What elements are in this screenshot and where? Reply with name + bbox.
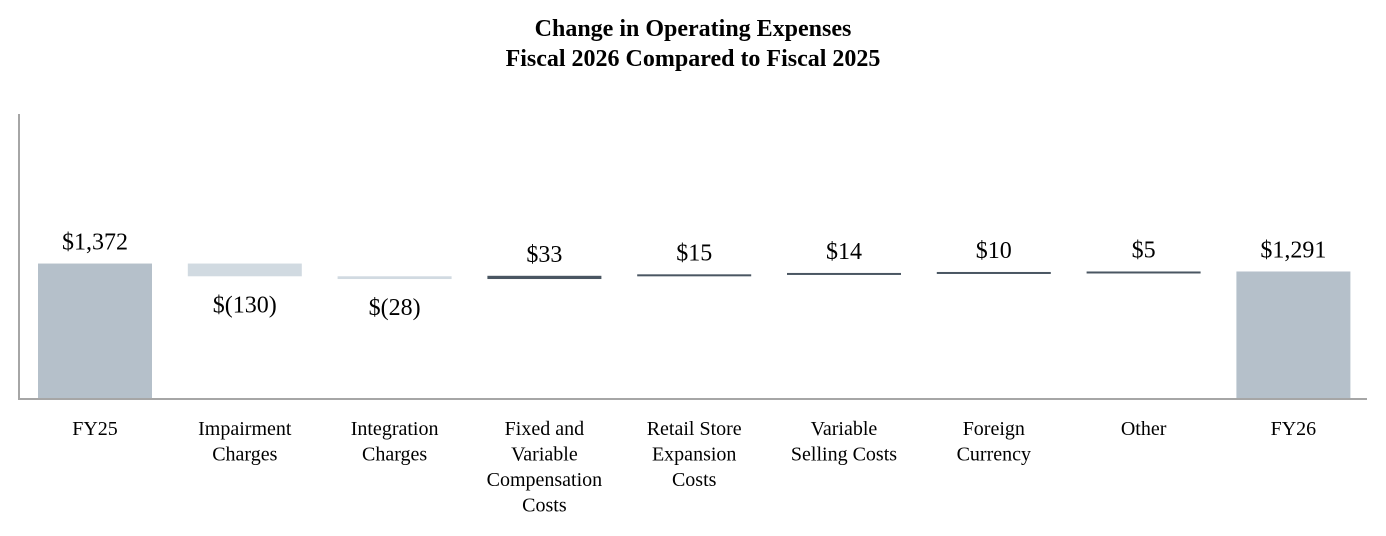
category-label: Fixed and Variable Compensation Costs [487, 418, 603, 517]
category-labels-group: FY25 Impairment Charges Integration Charges F… [72, 418, 1316, 517]
category-label-line: Costs [522, 495, 567, 517]
category-label: Retail Store Expansion Costs [647, 418, 742, 491]
data-label: $(28) [369, 295, 421, 321]
data-label: $15 [676, 240, 712, 266]
data-label: $(130) [213, 292, 277, 318]
category-label-line: Variable [811, 418, 878, 440]
category-label: FY26 [1271, 418, 1317, 440]
category-label: Integration Charges [351, 418, 439, 466]
bars-group [38, 263, 1351, 398]
bar-increase [936, 271, 1051, 274]
category-label-line: Foreign [963, 418, 1025, 440]
category-label: Foreign Currency [957, 418, 1031, 466]
bar-increase [1086, 271, 1201, 274]
category-label-line: Variable [511, 444, 578, 466]
chart-subtitle: Fiscal 2026 Compared to Fiscal 2025 [505, 46, 881, 72]
value-labels-group: $1,372 $(130) $(28) $33 $15 $14 $10 $5 $1,291 [62, 230, 1326, 321]
chart-title: Change in Operating Expenses Fiscal 2026… [0, 14, 1386, 74]
data-label: $33 [526, 242, 562, 268]
category-label-line: Compensation [487, 469, 603, 491]
bar-increase [637, 274, 752, 277]
bar-total [1236, 271, 1351, 398]
category-label-line: Currency [957, 444, 1031, 466]
category-label-line: Integration [351, 418, 439, 440]
category-label-line: Charges [212, 444, 277, 466]
data-label: $1,372 [62, 230, 128, 256]
category-label-line: FY26 [1271, 418, 1317, 440]
data-label: $14 [826, 239, 862, 265]
category-label-line: Charges [362, 444, 427, 466]
category-label-line: Costs [672, 469, 717, 491]
data-label: $5 [1132, 237, 1156, 263]
category-label-line: Selling Costs [791, 444, 897, 466]
bar-total [38, 263, 152, 398]
bar-increase [787, 272, 901, 275]
bar-decrease [337, 276, 452, 280]
data-label: $1,291 [1260, 237, 1326, 263]
category-label: FY25 [72, 418, 118, 440]
bar-decrease [187, 263, 302, 277]
category-label-line: Fixed and [505, 418, 584, 440]
bar-increase [487, 275, 602, 280]
category-label: Other [1121, 418, 1167, 440]
category-label-line: Impairment [198, 418, 292, 440]
category-label: Variable Selling Costs [791, 418, 897, 466]
category-label-line: Other [1121, 418, 1167, 440]
category-label-line: FY25 [72, 418, 118, 440]
category-label: Impairment Charges [198, 418, 292, 466]
data-label: $10 [976, 238, 1012, 264]
chart-title-line: Change in Operating Expenses [534, 16, 852, 42]
category-label-line: Retail Store [647, 418, 742, 440]
category-label-line: Expansion [652, 444, 736, 466]
